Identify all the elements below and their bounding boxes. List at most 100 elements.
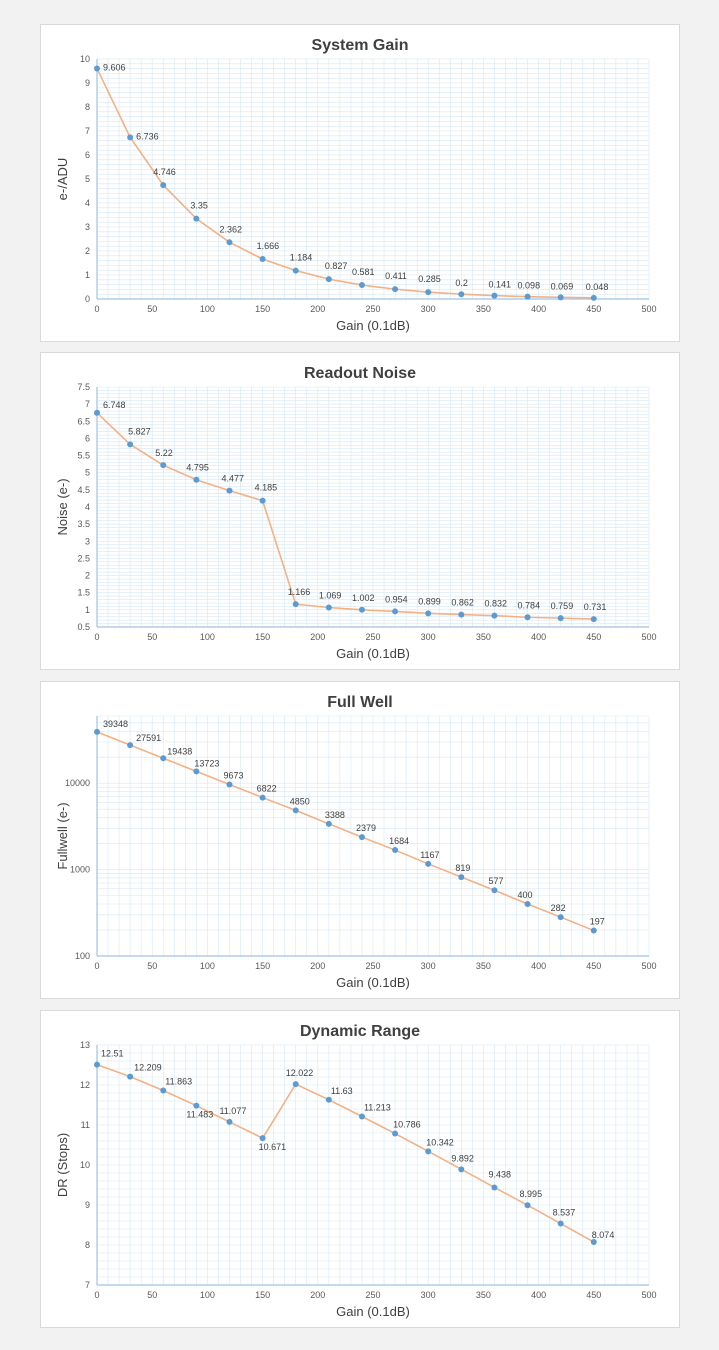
data-label: 1.069: [319, 590, 342, 600]
series-line: [96, 68, 594, 299]
data-point: [491, 887, 498, 894]
data-point: [491, 612, 498, 619]
data-point: [358, 834, 365, 841]
chart-title: Readout Noise: [304, 365, 416, 382]
data-label: 3388: [325, 810, 345, 820]
data-label: 8.537: [553, 1208, 576, 1218]
x-tick-label: 0: [94, 632, 99, 642]
y-axis-label: Fullwell (e-): [55, 802, 70, 869]
chart-panel-system-gain: System Gain 0 50 100 150 200 250 300 350 400 450 50…: [40, 24, 680, 342]
chart-title: System Gain: [312, 37, 409, 54]
data-point: [127, 441, 134, 448]
data-point: [193, 476, 200, 483]
data-label: 4.795: [186, 463, 209, 473]
x-tick-label: 250: [365, 304, 380, 314]
x-tick-label: 0: [94, 961, 99, 971]
data-label: 27591: [136, 733, 161, 743]
data-point: [226, 1118, 233, 1125]
data-point: [557, 615, 564, 622]
x-tick-label: 500: [641, 961, 656, 971]
data-label: 10.342: [426, 1137, 454, 1147]
data-point: [226, 487, 233, 494]
x-tick-label: 200: [310, 304, 325, 314]
x-tick-label: 100: [200, 961, 215, 971]
data-label: 0.048: [586, 282, 609, 292]
data-label: 12.209: [134, 1063, 162, 1073]
x-tick-label: 200: [310, 1290, 325, 1300]
series-line: [96, 731, 595, 932]
data-label: 6.748: [103, 400, 126, 410]
y-tick-label: 1: [85, 270, 90, 280]
data-point: [325, 820, 332, 827]
y-tick-label: 10: [80, 54, 90, 64]
y-tick-label: 3: [85, 222, 90, 232]
series-line: [96, 1063, 595, 1243]
data-label: 11.077: [219, 1106, 246, 1116]
x-tick-label: 450: [586, 304, 601, 314]
data-point: [392, 286, 399, 293]
data-label: 12.51: [101, 1049, 124, 1059]
data-point: [458, 291, 465, 298]
data-label: 9.606: [103, 62, 126, 72]
data-point: [590, 616, 597, 623]
data-point: [458, 611, 465, 618]
data-label: 4.185: [255, 483, 278, 493]
x-tick-label: 500: [641, 632, 656, 642]
data-point: [425, 860, 432, 867]
data-label: 8.074: [592, 1230, 615, 1240]
data-label: 2379: [356, 823, 376, 833]
y-tick-label: 12: [80, 1080, 90, 1090]
data-label: 1.666: [257, 241, 280, 251]
y-tick-label: 1000: [70, 865, 90, 875]
data-point: [292, 1081, 299, 1088]
x-axis-label: Gain (0.1dB): [336, 318, 410, 333]
data-label: 1.166: [288, 587, 311, 597]
data-label: 11.863: [165, 1076, 192, 1086]
y-tick-label: 13: [80, 1040, 90, 1050]
data-label: 5.22: [155, 448, 173, 458]
data-label: 0.832: [484, 599, 507, 609]
x-tick-label: 350: [476, 632, 491, 642]
data-label: 9.438: [488, 1169, 511, 1179]
data-point: [160, 462, 167, 469]
data-point: [292, 807, 299, 814]
chart-svg: Full Well 0 50 100 150 200 250 300 350 400 450 500 1…: [55, 694, 657, 990]
data-point: [358, 1113, 365, 1120]
data-label: 6.736: [136, 131, 159, 141]
y-tick-label: 2: [85, 571, 90, 581]
x-tick-label: 300: [421, 304, 436, 314]
y-tick-label: 5: [85, 468, 90, 478]
data-label: 0.954: [385, 594, 408, 604]
data-label: 3.35: [190, 201, 208, 211]
data-label: 10.671: [259, 1142, 287, 1152]
x-tick-label: 200: [310, 961, 325, 971]
data-label: 1167: [420, 850, 439, 860]
chart-panel-dynamic-range: Dynamic Range 0 50 100 150 200 250 300 350 400 450…: [40, 1010, 680, 1328]
data-label: 19438: [167, 746, 192, 756]
data-label: 1.002: [352, 593, 375, 603]
data-label: 6822: [257, 784, 277, 794]
x-tick-label: 450: [586, 961, 601, 971]
y-tick-label: 9: [85, 1200, 90, 1210]
y-tick-label: 2.5: [77, 553, 90, 563]
data-label: 0.827: [325, 261, 348, 271]
data-point: [325, 276, 332, 283]
data-point: [193, 215, 200, 222]
y-tick-label: 8: [85, 102, 90, 112]
y-tick-label: 6: [85, 433, 90, 443]
x-tick-label: 50: [147, 961, 157, 971]
chart-panel-readout-noise: Readout Noise 0 50 100 150 200 250 300 350 400 450…: [40, 352, 680, 670]
y-axis-label: e-/ADU: [55, 158, 70, 201]
data-point: [127, 134, 134, 141]
x-axis-label: Gain (0.1dB): [336, 1304, 410, 1319]
y-tick-label: 11: [81, 1120, 90, 1130]
x-tick-label: 0: [94, 304, 99, 314]
data-point: [259, 256, 266, 263]
data-label: 11.213: [364, 1102, 391, 1112]
data-label: 0.285: [418, 274, 441, 284]
x-tick-label: 50: [147, 304, 157, 314]
data-label: 819: [455, 863, 470, 873]
data-point: [392, 608, 399, 615]
data-point: [358, 282, 365, 289]
data-point: [590, 927, 597, 934]
